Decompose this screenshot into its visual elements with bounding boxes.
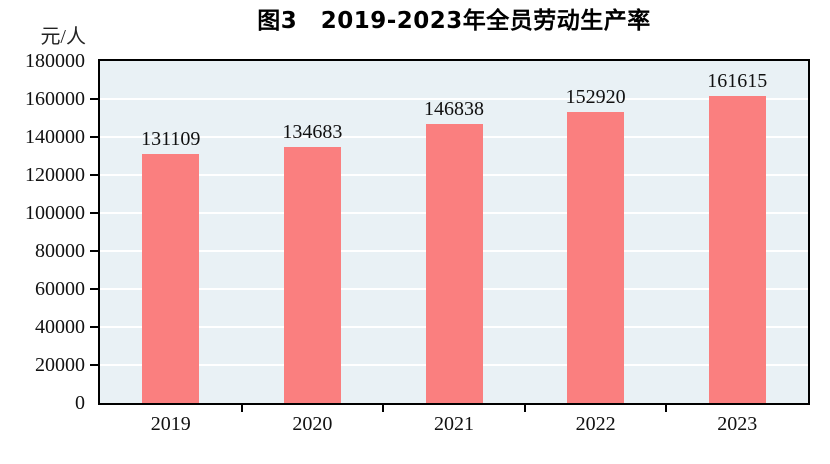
bar-value-label: 134683 [282,121,343,144]
y-axis-unit-label: 元/人 [40,26,86,48]
y-axis-tick [90,288,98,290]
x-axis-tick [382,405,385,412]
y-axis-tick [90,174,98,176]
gridline [100,98,808,100]
y-axis-tick [90,212,98,214]
y-tick-label: 180000 [25,50,85,72]
x-tick-label: 2023 [717,413,758,435]
y-tick-label: 60000 [35,278,85,300]
y-tick-label: 40000 [35,316,85,338]
bar-2022 [567,112,625,403]
y-tick-label: 80000 [35,240,85,262]
y-tick-label: 160000 [25,88,85,110]
y-axis-tick [90,250,98,252]
x-tick-label: 2020 [292,413,333,435]
bar-2021 [425,124,483,403]
chart-title: 图3 2019-2023年全员劳动生产率 [257,8,651,34]
bar-2020 [283,147,341,403]
x-tick-label: 2022 [575,413,616,435]
x-tick-label: 2021 [433,413,474,435]
y-tick-label: 20000 [35,354,85,376]
x-axis-tick [665,405,668,412]
bar-value-label: 131109 [141,127,201,150]
y-axis-tick [90,136,98,138]
bar-2019 [142,153,200,403]
y-tick-label: 140000 [25,126,85,148]
y-tick-label: 100000 [25,202,85,224]
bar-2023 [708,95,766,403]
bar-value-label: 152920 [565,86,626,109]
y-tick-label: 0 [75,392,85,414]
x-tick-label: 2019 [150,413,191,435]
x-axis-tick [523,405,526,412]
x-axis-tick [240,405,243,412]
y-axis-tick [90,98,98,100]
y-tick-label: 120000 [25,164,85,186]
bar-value-label: 146838 [424,98,484,121]
y-axis-tick [90,326,98,328]
plot-area: 131109 134683 146838 152920 161615 [98,59,810,405]
y-axis-tick [90,364,98,366]
bar-value-label: 161615 [707,69,768,92]
